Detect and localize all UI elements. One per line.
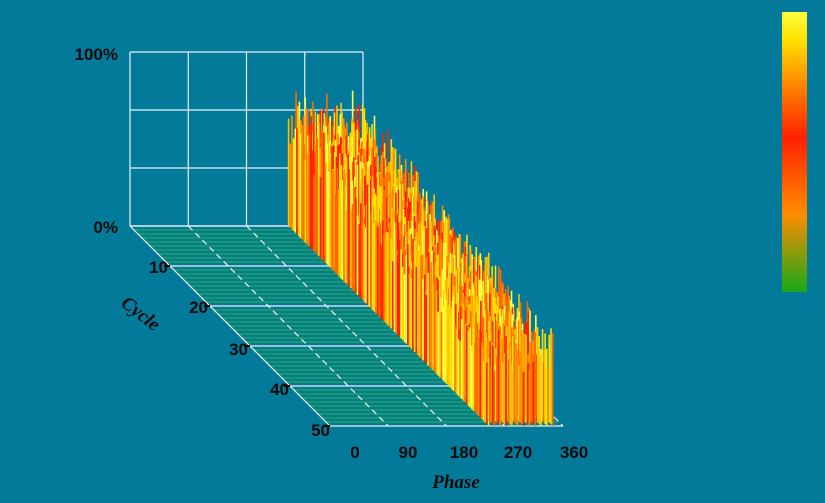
- floor-phase-line: [246, 225, 447, 427]
- cycle-tick-label-30: 30: [229, 340, 248, 359]
- phase-tick-label-180: 180: [450, 443, 478, 462]
- cycle-axis-title: Cycle: [117, 292, 164, 336]
- phase-axis-title: Phase: [431, 472, 480, 493]
- floor-phase-line: [129, 225, 331, 427]
- phase-tick-label-90: 90: [399, 443, 418, 462]
- cycle-tick-label-40: 40: [270, 380, 289, 399]
- z-tick-label-100: 100%: [75, 45, 118, 64]
- floor-phase-line: [187, 225, 389, 427]
- cycle-tick-label-50: 50: [311, 421, 330, 440]
- cycle-axis: 10 20 30 40 50: [149, 258, 330, 440]
- cycle-tick-label-20: 20: [189, 298, 208, 317]
- data-bars: [287, 90, 554, 426]
- phase-tick-label-270: 270: [504, 443, 532, 462]
- phase-tick-label-360: 360: [560, 443, 588, 462]
- color-scale-bar: [782, 12, 807, 292]
- phase-tick-label-0: 0: [350, 443, 359, 462]
- cycle-tick-label-10: 10: [149, 258, 168, 277]
- z-tick-label-0: 0%: [93, 218, 118, 237]
- phase-axis: 0 90 180 270 360: [350, 443, 588, 462]
